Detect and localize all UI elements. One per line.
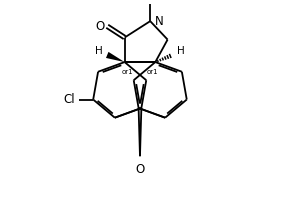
- Polygon shape: [106, 52, 125, 62]
- Text: O: O: [135, 163, 145, 176]
- Text: H: H: [95, 46, 103, 56]
- Text: Cl: Cl: [63, 93, 75, 106]
- Text: O: O: [95, 20, 104, 33]
- Text: or1: or1: [146, 69, 158, 75]
- Text: H: H: [177, 46, 184, 56]
- Text: or1: or1: [122, 69, 133, 75]
- Text: N: N: [155, 15, 164, 28]
